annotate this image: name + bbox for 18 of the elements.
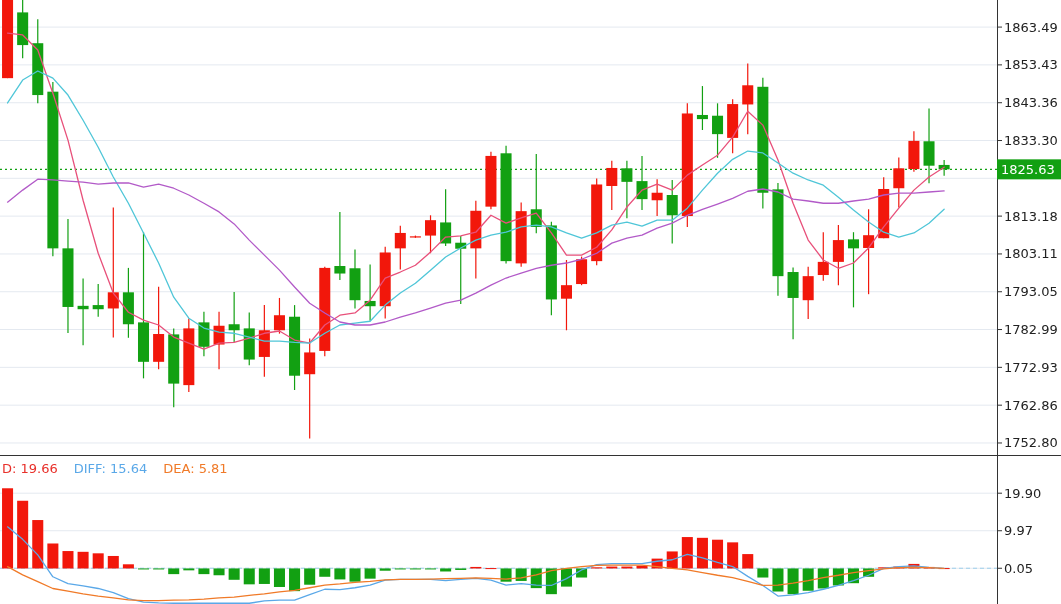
y-tick-label: 1793.05 bbox=[1004, 284, 1058, 300]
text: DIFF: 15.64 bbox=[73, 461, 148, 476]
y-tick-label: 1762.86 bbox=[1004, 397, 1058, 413]
y-tick-label: 0.05 bbox=[1004, 560, 1033, 576]
series-label: D: 19.66 bbox=[2, 461, 58, 476]
y-tick-label: 1782.99 bbox=[1004, 322, 1058, 338]
y-tick-label: 1833.30 bbox=[1004, 133, 1058, 149]
y-tick-label: 1772.93 bbox=[1004, 359, 1058, 375]
y-tick-label: 1843.36 bbox=[1004, 95, 1058, 111]
y-tick-label: 1813.18 bbox=[1004, 208, 1058, 224]
y-tick-label: 1863.49 bbox=[1004, 19, 1058, 35]
y-tick-label: 9.97 bbox=[1004, 523, 1033, 539]
y-tick-label: 1752.80 bbox=[1004, 435, 1058, 451]
ref-line-label: 1825.63 bbox=[1001, 161, 1055, 177]
y-tick-label: 1853.43 bbox=[1004, 57, 1058, 73]
y-tick-label: 1803.11 bbox=[1004, 246, 1058, 262]
text: DEA: 5.81 bbox=[163, 461, 228, 476]
y-tick-label: 19.90 bbox=[1004, 485, 1042, 501]
